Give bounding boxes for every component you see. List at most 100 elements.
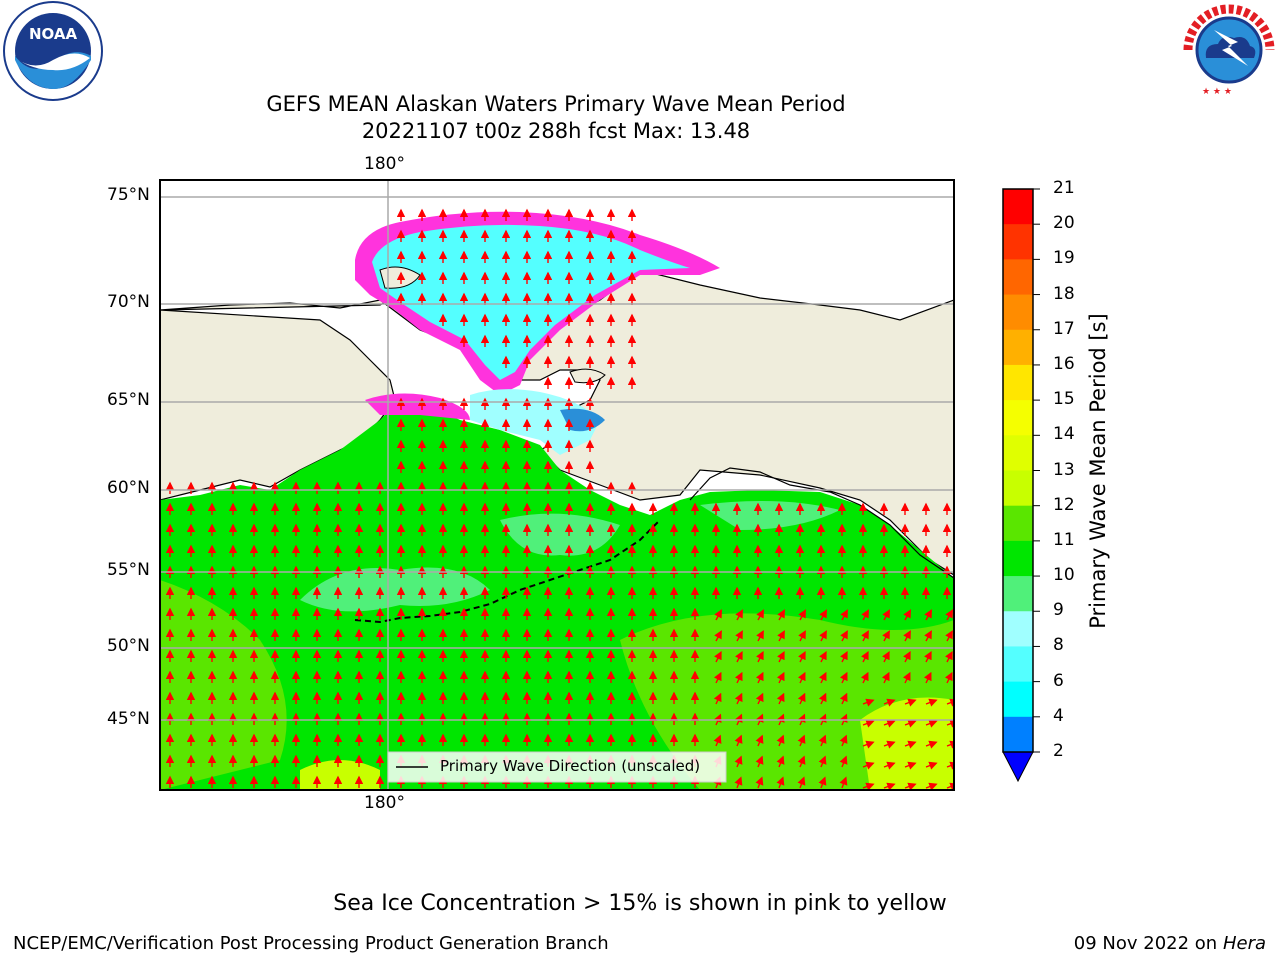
wave-arrow (924, 650, 932, 663)
wave-arrow (839, 734, 848, 747)
colorbar-segment (1003, 259, 1033, 296)
wave-arrow (904, 761, 917, 770)
ocean-yellow (860, 697, 954, 790)
wave-arrow (798, 650, 806, 663)
colorbar-segment (1003, 400, 1033, 436)
wave-arrow (903, 650, 911, 663)
wave-arrow (925, 698, 938, 707)
wave-arrow (756, 650, 764, 663)
wave-arrow (862, 698, 875, 707)
wave-arrow (862, 761, 875, 770)
wave-arrow (714, 609, 722, 621)
wave-arrow (734, 776, 743, 789)
wave-arrow (924, 630, 932, 642)
colorbar-tick-label: 18 (1053, 283, 1075, 304)
colorbar-label: Primary Wave Mean Period [s] (1086, 313, 1110, 629)
wave-arrow (925, 719, 938, 728)
colorbar-segment (1003, 470, 1033, 507)
colorbar-segment (1003, 435, 1033, 471)
wave-arrow (755, 734, 764, 747)
wave-arrow (839, 692, 848, 705)
footer-credit: NCEP/EMC/Verification Post Processing Pr… (13, 933, 609, 954)
wave-arrow (797, 734, 806, 747)
wave-arrow (945, 609, 953, 621)
colorbar-segment (1003, 294, 1033, 331)
wave-arrow (883, 761, 896, 770)
wave-arrow (839, 671, 848, 684)
wave-arrow (945, 630, 953, 642)
coastline (689, 467, 954, 579)
wave-arrow (714, 650, 722, 663)
colorbar-tick-label: 21 (1053, 178, 1075, 198)
lon-label-top: 180° (364, 154, 405, 174)
colorbar (1003, 188, 1040, 753)
wave-arrow (840, 650, 848, 663)
colorbar-tick-label: 6 (1053, 670, 1064, 691)
colorbar-segment (1003, 611, 1033, 647)
footer-host: Hera (1222, 933, 1266, 954)
wave-arrow (883, 782, 896, 790)
colorbar-tick-label: 13 (1053, 459, 1075, 480)
lat-label-70: 70°N (107, 292, 150, 312)
wave-arrow (714, 630, 722, 642)
wave-arrow (862, 740, 875, 749)
footer-date-text: 09 Nov 2022 on (1073, 933, 1218, 954)
wave-arrow (819, 650, 827, 663)
land-area (569, 368, 606, 384)
wave-arrow (776, 734, 785, 747)
colorbar-segment (1003, 329, 1033, 366)
wave-arrow (946, 719, 954, 728)
wave-arrow (755, 755, 764, 768)
legend-box (387, 751, 727, 783)
wave-arrow (860, 671, 869, 684)
wave-arrow (776, 671, 785, 684)
colorbar-tick-label: 2 (1053, 741, 1064, 761)
wave-arrow (776, 692, 785, 705)
wave-arrow (862, 719, 875, 728)
colorbar-tick-label: 12 (1053, 494, 1075, 515)
colorbar-segment (1003, 224, 1033, 260)
colorbar-tick-label: 11 (1053, 529, 1075, 550)
wave-arrow (818, 734, 827, 747)
wave-arrow (776, 755, 785, 768)
wave-arrow (924, 609, 932, 621)
colorbar-tick-label: 14 (1053, 424, 1075, 445)
colorbar-segment (1003, 681, 1033, 718)
noaa-logo-text: NOAA (29, 25, 78, 43)
wave-arrow (945, 650, 953, 663)
wave-arrow (861, 650, 869, 663)
wave-arrow (735, 630, 743, 642)
colorbar-segment (1003, 189, 1033, 225)
wave-arrow (923, 671, 932, 684)
colorbar-frame (1002, 188, 1034, 753)
chart-title-line1: GEFS MEAN Alaskan Waters Primary Wave Me… (266, 92, 846, 116)
footer-date: 09 Nov 2022 on Hera (1074, 933, 1266, 954)
wave-arrow (882, 609, 890, 621)
wave-arrow (755, 776, 764, 789)
colorbar-tick-label: 17 (1053, 318, 1075, 339)
wave-arrow (925, 761, 938, 770)
colorbar-segment (1003, 716, 1033, 753)
wave-arrow (883, 698, 896, 707)
svg-text:★ ★ ★: ★ ★ ★ (1202, 87, 1232, 97)
wave-arrow (777, 609, 785, 621)
map-frame (159, 179, 955, 791)
wave-arrow (755, 671, 764, 684)
colorbar-segment (1003, 505, 1033, 542)
wave-arrow (925, 740, 938, 749)
wave-arrow (713, 734, 722, 747)
wave-arrow (713, 692, 722, 705)
wave-arrow (862, 782, 875, 790)
lat-label-65: 65°N (107, 390, 150, 410)
wave-arrow (840, 609, 848, 621)
sea-ice-note: Sea Ice Concentration > 15% is shown in … (333, 891, 947, 916)
colorbar-segment (1003, 576, 1033, 612)
wave-arrow (735, 650, 743, 663)
wave-arrow (777, 630, 785, 642)
wave-arrow (756, 630, 764, 642)
colorbar-tick-label: 8 (1053, 635, 1064, 656)
colorbar-tick-label: 15 (1053, 389, 1075, 410)
wave-arrow (861, 630, 869, 642)
wave-arrow (902, 671, 911, 684)
colorbar-tick-label: 4 (1053, 705, 1064, 726)
